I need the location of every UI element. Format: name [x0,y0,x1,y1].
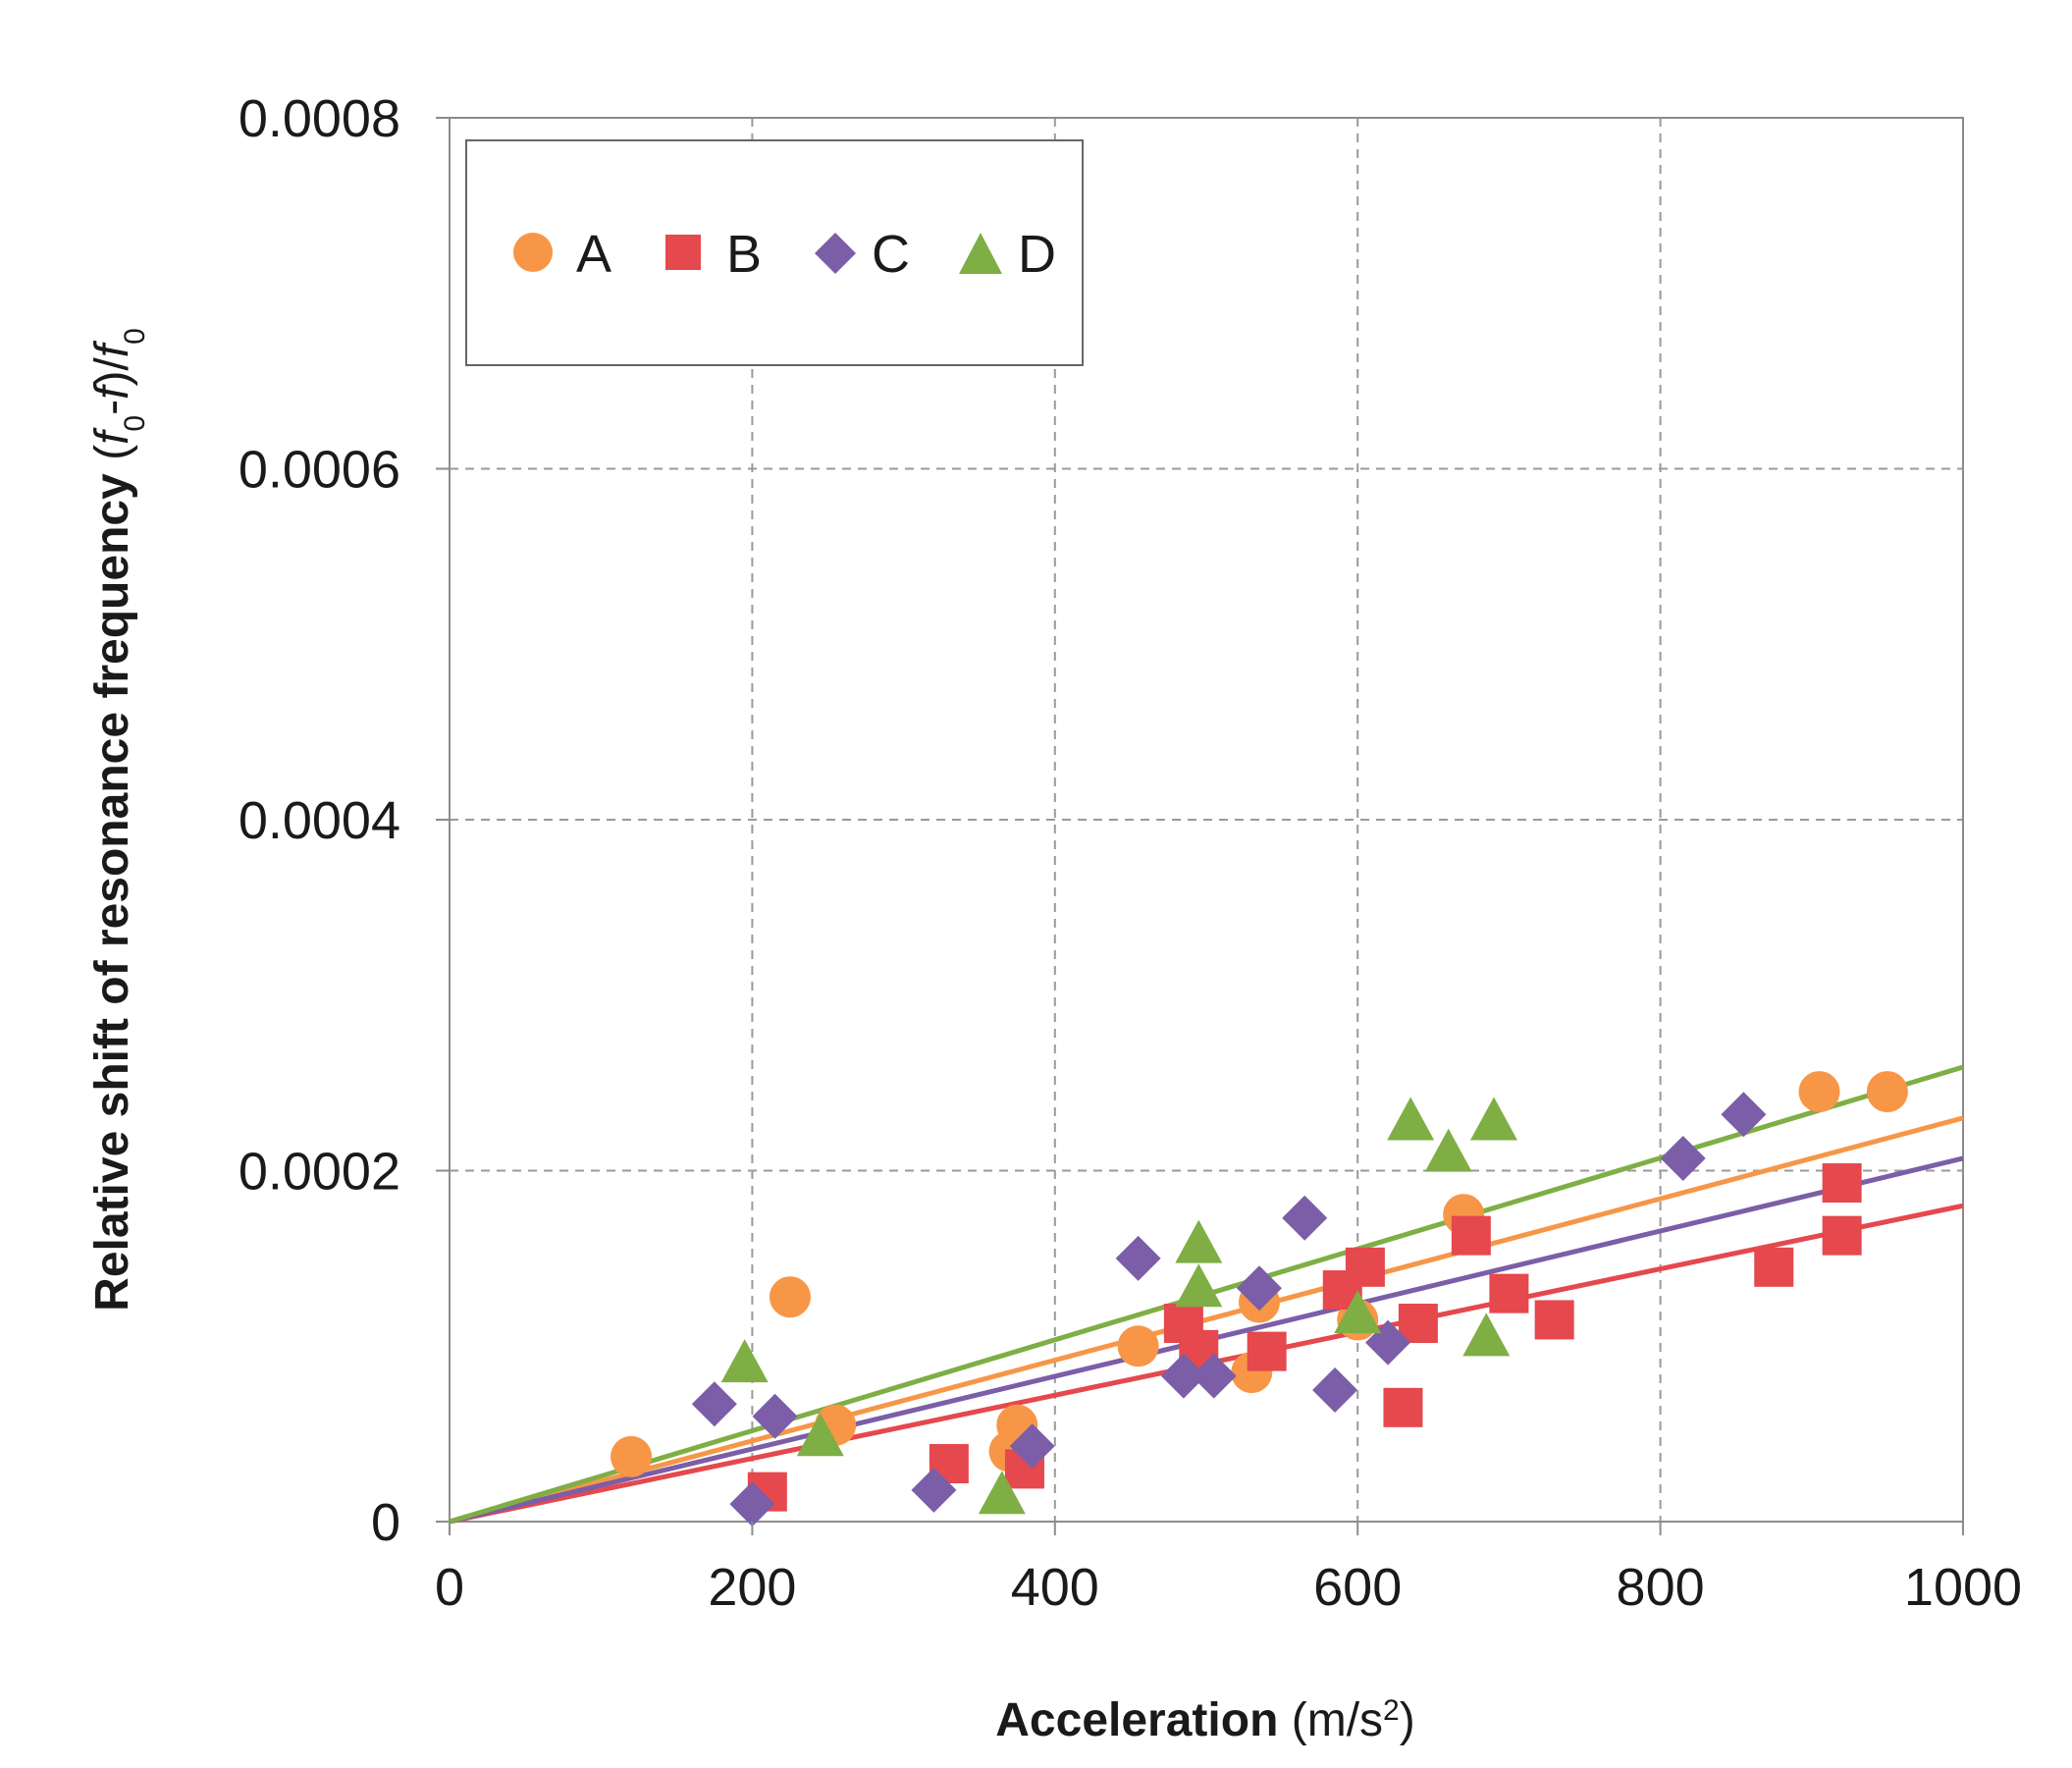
point-d [1462,1313,1511,1357]
x-tick-label: 200 [708,1558,796,1617]
data-points [611,1071,1908,1527]
y-axis-title-sub0b: 0 [119,328,151,345]
point-c [1160,1353,1206,1399]
point-a [1117,1325,1159,1367]
point-b [1247,1331,1287,1371]
point-a [1866,1071,1908,1113]
point-c [1282,1195,1328,1241]
y-tick-label: 0.0002 [239,1143,400,1202]
point-b [1345,1247,1385,1287]
point-d [1387,1097,1435,1141]
point-c [1312,1366,1358,1413]
point-b [1822,1163,1862,1204]
series-d [720,1097,1517,1515]
point-b [1754,1247,1794,1287]
point-b [1398,1304,1438,1344]
y-axis-title-open: ( [86,445,138,460]
legend: A B C D [465,139,1084,366]
point-b [1451,1215,1491,1256]
point-c [1191,1353,1237,1399]
tick-labels: 0 200 400 600 800 1000 0 0.0002 0.0004 0.0006 0.00… [239,89,2022,1617]
x-axis-title-unit: (m/s [1292,1694,1383,1746]
legend-label-c: C [872,225,910,284]
x-axis-title: Acceleration (m/s2) [995,1694,1414,1747]
point-d [1469,1097,1517,1141]
point-d [978,1471,1026,1515]
x-tick-label: 600 [1313,1558,1402,1617]
y-axis-title-minus: - [86,400,138,415]
point-a [611,1435,653,1477]
point-a [769,1276,811,1318]
legend-marker-d [959,233,1002,274]
point-b [1383,1387,1423,1427]
point-c [911,1467,957,1513]
point-c [1660,1135,1706,1181]
y-tick-label: 0.0008 [239,89,400,148]
point-d [1175,1219,1223,1263]
legend-marker-b [665,235,701,270]
y-tick-label: 0.0006 [239,441,400,500]
point-b [1822,1215,1862,1256]
x-tick-label: 800 [1617,1558,1705,1617]
x-axis-title-main: Acceleration [995,1694,1278,1746]
y-axis-title-sub0a: 0 [119,415,151,432]
trendline-a [449,1115,1964,1525]
point-d [1334,1290,1382,1334]
series-c [691,1092,1767,1527]
legend-label-b: B [726,225,762,284]
x-tick-label: 0 [435,1558,464,1617]
y-axis-title: Relative shift of resonance frequency (f… [86,328,151,1312]
y-tick-label: 0.0004 [239,791,400,850]
y-tick-label: 0 [371,1493,400,1552]
point-d [1175,1263,1223,1308]
y-axis-title-space [86,460,138,473]
point-a [1798,1071,1840,1113]
x-axis-title-sup: 2 [1383,1694,1400,1727]
legend-label-d: D [1018,225,1056,284]
point-b [1534,1300,1574,1340]
point-d [1424,1128,1472,1172]
point-c [691,1381,737,1427]
point-d [720,1339,769,1383]
point-d [796,1413,844,1457]
x-axis-title-space [1278,1694,1291,1746]
legend-marker-c [815,233,856,274]
x-tick-label: 400 [1011,1558,1099,1617]
point-b [1489,1273,1529,1313]
y-axis-title-main: Relative shift of resonance frequency [86,473,138,1312]
legend-label-a: A [576,225,611,284]
point-c [729,1481,775,1527]
x-axis-title-close: ) [1400,1694,1415,1746]
x-tick-label: 1000 [1904,1558,2022,1617]
legend-marker-a [513,233,553,272]
point-c [1115,1235,1161,1281]
point-c [1009,1423,1055,1470]
point-c [1236,1265,1282,1312]
point-c [752,1393,798,1439]
y-axis-title-slash: )/ [86,357,138,387]
point-c [1721,1092,1767,1138]
